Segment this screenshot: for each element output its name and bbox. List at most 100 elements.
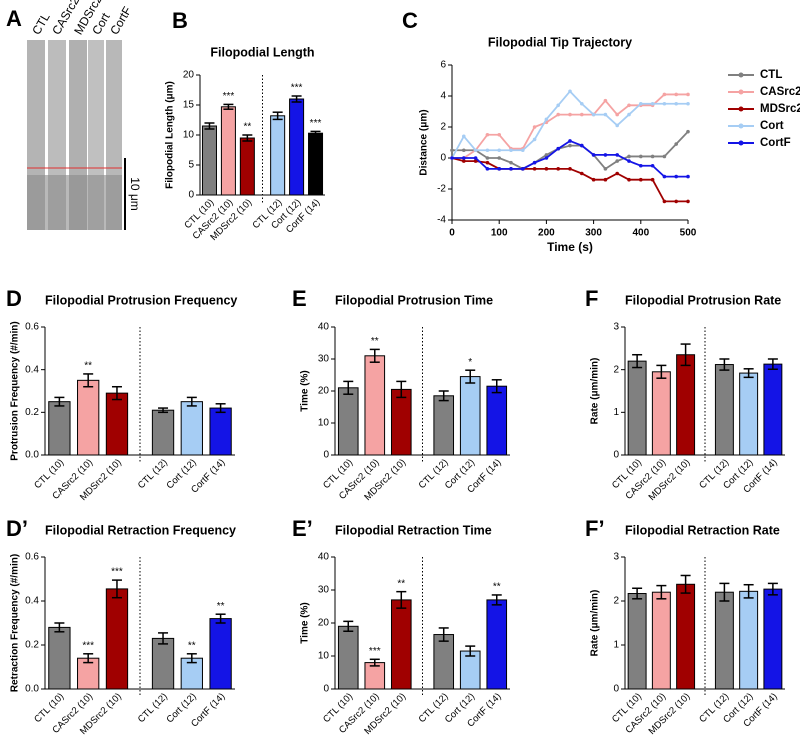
point xyxy=(686,101,690,106)
legend-marker xyxy=(738,123,744,129)
point xyxy=(650,101,655,106)
panel-letter: F’ xyxy=(585,516,605,541)
error-bar xyxy=(111,385,122,401)
y-tick-label: 40 xyxy=(318,322,330,333)
point xyxy=(674,101,678,106)
y-tick-label: 0.6 xyxy=(25,322,39,333)
point xyxy=(532,125,537,129)
error-bar xyxy=(186,396,197,407)
error-bar xyxy=(656,584,667,600)
bar xyxy=(364,355,386,456)
legend-label: CortF xyxy=(760,137,791,149)
legend-marker xyxy=(738,106,744,112)
point xyxy=(674,199,678,204)
significance: *** xyxy=(82,640,94,651)
point xyxy=(544,117,549,122)
y-axis-label: Rate (μm/min) xyxy=(590,590,601,657)
point xyxy=(603,112,608,117)
error-bar xyxy=(186,653,197,664)
point xyxy=(686,199,690,204)
error-bar xyxy=(491,379,502,394)
chart-title: Filopodial Tip Trajectory xyxy=(488,35,632,49)
panel-letter: D’ xyxy=(6,516,28,541)
bar xyxy=(48,401,71,456)
error-bar xyxy=(242,134,253,142)
point xyxy=(580,112,584,117)
bar xyxy=(270,115,286,196)
bar xyxy=(433,634,455,690)
point xyxy=(509,148,513,153)
point xyxy=(497,167,502,171)
legend-marker xyxy=(738,72,744,78)
legend-label: CASrc2 xyxy=(760,86,800,98)
point xyxy=(544,156,549,160)
point xyxy=(662,154,667,159)
point xyxy=(462,159,466,163)
point xyxy=(521,148,525,153)
panel-letter: B xyxy=(172,8,188,33)
point xyxy=(521,167,525,171)
bar xyxy=(308,132,324,196)
x-tick-label: 200 xyxy=(538,228,555,239)
point xyxy=(497,132,502,137)
error-bar xyxy=(719,358,730,371)
point xyxy=(497,148,502,153)
y-tick-label: 30 xyxy=(318,354,330,365)
y-tick-label: 2 xyxy=(613,364,619,375)
bar xyxy=(651,371,671,456)
y-tick-label: 0.4 xyxy=(25,364,39,375)
significance: *** xyxy=(111,567,123,578)
y-tick-label: -4 xyxy=(437,215,446,226)
error-bar xyxy=(369,348,380,363)
significance: *** xyxy=(310,118,322,129)
y-tick-label: 20 xyxy=(318,386,330,397)
y-tick-label: 0 xyxy=(188,190,194,201)
point xyxy=(615,153,619,157)
point xyxy=(639,101,643,106)
point xyxy=(674,142,678,146)
bar xyxy=(676,354,696,456)
y-tick-label: 4 xyxy=(440,91,446,102)
significance: *** xyxy=(291,83,303,94)
point xyxy=(556,112,560,117)
legend-label: MDSrc2 xyxy=(760,103,800,115)
error-bar xyxy=(743,583,754,599)
point xyxy=(627,154,631,159)
y-tick-label: 0.2 xyxy=(25,640,39,651)
point xyxy=(568,167,572,171)
point xyxy=(556,146,560,151)
bar xyxy=(209,618,232,690)
legend-label: Cort xyxy=(760,120,784,132)
y-tick-label: 0.6 xyxy=(25,552,39,563)
error-bar xyxy=(111,579,122,599)
point xyxy=(639,163,643,168)
y-axis-label: Rate (μm/min) xyxy=(590,358,601,425)
point xyxy=(509,160,513,165)
strip-label: CortF xyxy=(107,4,134,37)
point xyxy=(509,167,513,171)
bar xyxy=(337,387,359,456)
point xyxy=(568,143,572,148)
point xyxy=(450,156,454,160)
error-bar xyxy=(396,590,407,609)
point xyxy=(686,92,690,97)
bar xyxy=(239,137,255,196)
point xyxy=(639,154,643,159)
significance: ** xyxy=(243,122,251,133)
legend-label: CTL xyxy=(760,69,782,81)
point xyxy=(662,174,667,179)
y-tick-label: 0 xyxy=(613,450,619,461)
strip-label: CTL xyxy=(29,10,53,37)
y-tick-label: 5 xyxy=(188,160,194,171)
x-tick-label: CTL (12) xyxy=(136,457,170,491)
point xyxy=(615,159,619,163)
error-bar xyxy=(223,103,234,110)
y-tick-label: 1 xyxy=(613,407,619,418)
y-tick-label: 40 xyxy=(318,552,330,563)
bar xyxy=(289,98,305,196)
legend-marker xyxy=(738,140,744,146)
error-bar xyxy=(396,380,407,399)
bar xyxy=(209,407,232,456)
y-tick-label: 2 xyxy=(440,122,446,133)
significance: *** xyxy=(369,646,381,657)
